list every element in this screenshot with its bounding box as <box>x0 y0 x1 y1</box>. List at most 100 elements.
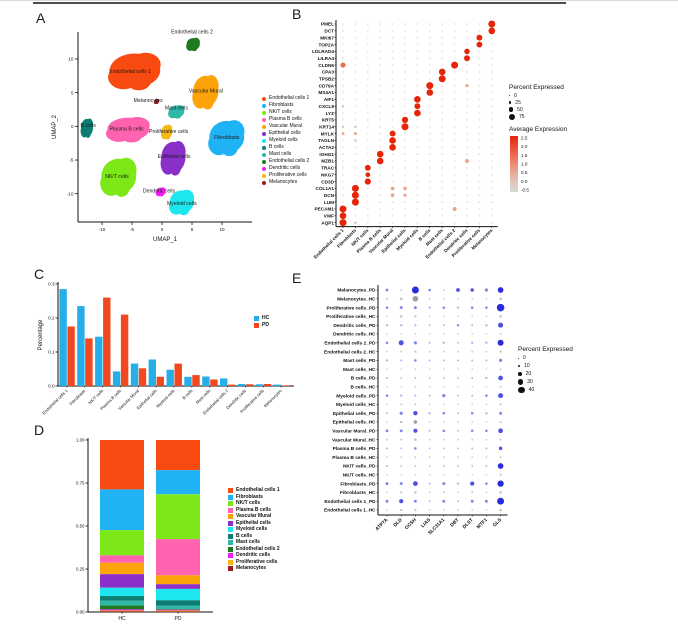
umap-cluster-fibroblasts <box>208 120 245 157</box>
expression-dot <box>428 214 431 217</box>
expression-dot <box>404 84 406 87</box>
expression-dot <box>385 288 389 292</box>
expression-dot <box>342 180 344 183</box>
bar-hc-fibroblasts <box>77 306 85 386</box>
expression-dot <box>400 447 403 450</box>
expression-dot <box>379 180 382 183</box>
expression-dot <box>490 132 493 135</box>
svg-text:5: 5 <box>71 90 74 95</box>
expression-dot <box>490 146 493 149</box>
umap-plot: -10 -5 0 5 10 -10 -5 0 5 10 UMAP_1 UMAP_2 Endothelia… <box>52 29 252 243</box>
expression-dot <box>391 71 394 73</box>
average-expression-title: Average Expression <box>509 126 568 133</box>
size-legend-value: 0 <box>523 355 526 361</box>
stacked-bar-legend: Endothelial cells 1 Fibroblasts NK/T cells… <box>228 488 280 571</box>
gene-label: KRT14 <box>319 124 334 129</box>
expression-dot <box>342 91 344 94</box>
svg-text:0.0: 0.0 <box>48 384 55 389</box>
size-legend-value: 20 <box>525 371 532 377</box>
expression-dot <box>428 194 431 197</box>
legend-item-plasma-b-cells: Plasma B cells <box>262 117 309 122</box>
expression-dot <box>470 306 474 309</box>
top-rule <box>33 2 566 4</box>
legend-swatch <box>228 507 233 513</box>
stack-segment-pd-vascular-mural <box>156 575 200 585</box>
gene-label: VWF <box>324 214 335 219</box>
expression-dot <box>391 43 394 46</box>
stacked-bar-category-label: PD <box>175 616 182 622</box>
umap-y-axis-label: UMAP_2 <box>52 114 58 139</box>
expression-dot <box>478 105 481 108</box>
expression-dot <box>342 77 344 80</box>
expression-dot <box>400 465 403 467</box>
expression-dot <box>379 84 382 87</box>
expression-dot <box>386 386 388 388</box>
expression-dot <box>339 212 347 220</box>
expression-dot <box>485 324 488 327</box>
expression-dot <box>498 375 503 381</box>
expression-dot <box>399 420 403 424</box>
expression-dot <box>441 201 444 203</box>
expression-dot <box>465 84 469 88</box>
expression-dot <box>403 193 407 197</box>
bar-hc-epithelial-cells <box>148 359 156 386</box>
expression-dot <box>428 350 431 353</box>
expression-dot <box>366 77 369 80</box>
expression-dot <box>471 456 474 459</box>
expression-dot <box>354 57 357 60</box>
expression-dot <box>366 112 369 114</box>
legend-item-proliferative-cells: Proliferative cells <box>228 559 280 565</box>
expression-dot <box>471 341 474 344</box>
legend-item-label: Mast cells <box>236 539 260 545</box>
expression-dot <box>470 499 474 503</box>
umap-cluster-proliferative-cells <box>161 124 173 140</box>
legend-swatch <box>262 145 266 150</box>
svg-text:0.75: 0.75 <box>76 481 85 486</box>
expression-dot <box>342 187 344 190</box>
expression-dot <box>428 359 431 362</box>
expression-dot <box>485 509 488 511</box>
expression-dot <box>442 438 445 441</box>
umap-cluster-endothelial-cells-2 <box>186 37 200 52</box>
expression-dot <box>478 160 481 162</box>
bar-hc-endothelial-cells-2 <box>220 378 228 386</box>
gene-label: AQP1 <box>321 220 334 225</box>
legend-item-melanocytes: Melanocytes <box>262 180 309 185</box>
svg-text:0.25: 0.25 <box>76 567 85 572</box>
expression-dot <box>466 214 468 217</box>
expression-dot <box>471 386 473 388</box>
expression-dot <box>404 71 406 73</box>
bar-pd-proliferative-cells <box>263 384 272 386</box>
expression-dot <box>478 214 481 217</box>
expression-dot <box>428 221 431 224</box>
expression-dot <box>379 221 382 224</box>
expression-dot <box>341 125 345 129</box>
gene-label: CD3D <box>321 179 334 184</box>
expression-dot <box>391 201 394 203</box>
expression-dot <box>413 410 418 416</box>
colorbar-tick-label: 2.0 <box>521 144 528 149</box>
expression-dot <box>391 91 394 94</box>
legend-swatch <box>262 180 266 185</box>
expression-dot <box>354 105 357 108</box>
group-row-label: Myeloid cells_HC <box>336 402 376 408</box>
gene-label: TRAC <box>321 166 335 171</box>
marker-dotplot-legend: Percent Expressed 0 25 50 75 Average Expres… <box>509 84 567 196</box>
expression-dot <box>385 324 389 327</box>
expression-dot <box>400 386 402 388</box>
expression-dot <box>366 125 369 128</box>
expression-dot <box>400 394 403 397</box>
expression-dot <box>484 288 488 292</box>
expression-dot <box>399 429 403 433</box>
expression-dot <box>485 465 488 467</box>
expression-dot <box>485 359 488 362</box>
legend-item-label: Endothelial cells 2 <box>236 545 280 552</box>
size-legend-value: 50 <box>517 106 523 113</box>
expression-dot <box>476 34 483 41</box>
expression-dot <box>366 221 369 224</box>
expression-dot <box>404 146 406 149</box>
expression-dot <box>485 412 488 415</box>
expression-dot <box>441 167 444 169</box>
expression-dot <box>497 339 504 346</box>
